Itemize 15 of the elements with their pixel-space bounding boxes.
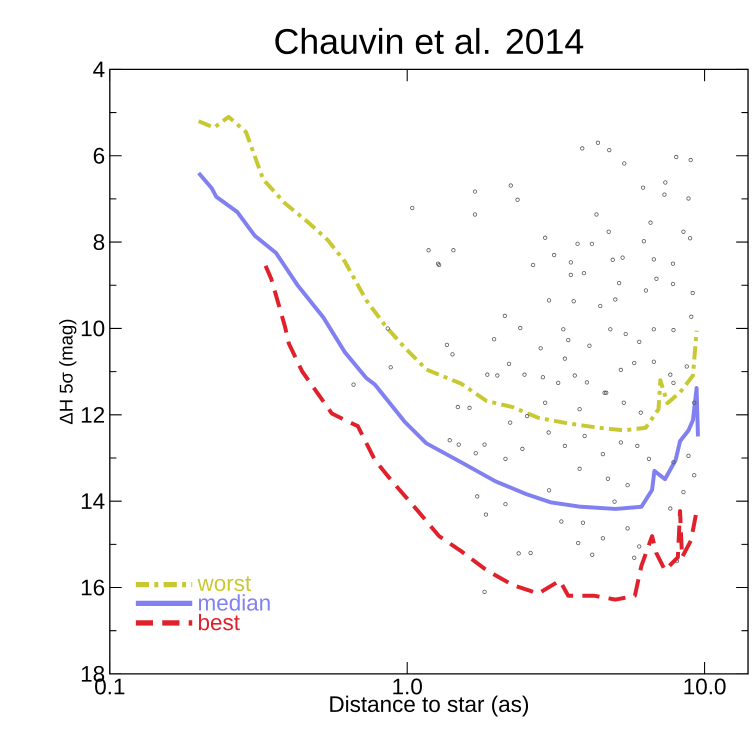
x-tick-label: 10.0 (684, 678, 726, 694)
y-tick-label: 4 (93, 62, 104, 77)
legend-label: median (199, 594, 270, 611)
legend-label: worst (197, 576, 252, 592)
y-tick-label: 14 (82, 493, 104, 509)
chart-title: Chauvin et al. 2014 (275, 28, 584, 54)
y-tick-label: 8 (94, 234, 104, 250)
x-tick-label: 1.0 (393, 678, 422, 694)
legend-label: best (198, 614, 240, 630)
x-axis-title: Distance to star (as) (330, 696, 528, 716)
y-tick-label: 6 (94, 148, 104, 164)
y-tick-label: 12 (82, 406, 104, 423)
y-tick-label: 10 (82, 320, 104, 336)
y-tick-label: 16 (82, 579, 104, 596)
y-axis-title: ΔH 5σ (mag) (59, 320, 76, 424)
